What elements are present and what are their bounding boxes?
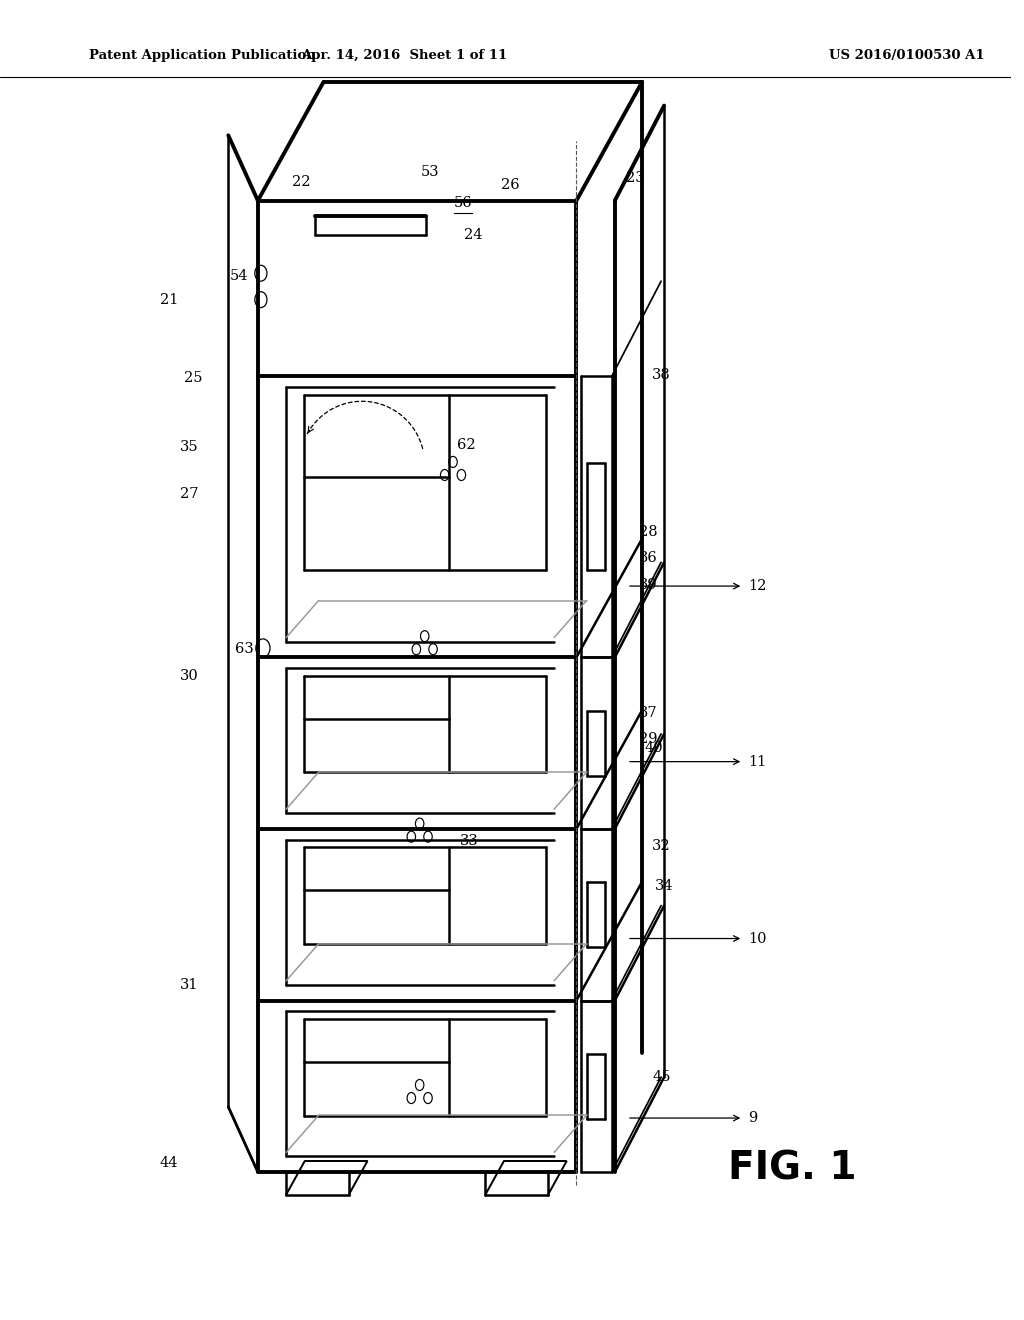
Text: 32: 32 <box>652 840 671 853</box>
Text: 22: 22 <box>292 176 310 189</box>
Text: 39: 39 <box>639 578 657 591</box>
Text: 54: 54 <box>229 269 248 282</box>
Text: 28: 28 <box>639 525 657 539</box>
Text: 25: 25 <box>183 371 203 384</box>
Text: 38: 38 <box>652 368 671 381</box>
Text: US 2016/0100530 A1: US 2016/0100530 A1 <box>829 49 985 62</box>
Text: Apr. 14, 2016  Sheet 1 of 11: Apr. 14, 2016 Sheet 1 of 11 <box>301 49 508 62</box>
Text: 33: 33 <box>460 834 479 847</box>
Text: 56: 56 <box>454 197 472 210</box>
Text: 40: 40 <box>644 742 663 755</box>
Text: 34: 34 <box>655 879 674 892</box>
Text: Patent Application Publication: Patent Application Publication <box>89 49 315 62</box>
Text: 23: 23 <box>626 172 644 185</box>
Text: 9: 9 <box>749 1111 758 1125</box>
Text: 62: 62 <box>457 438 476 451</box>
Text: 11: 11 <box>749 755 767 768</box>
Text: 21: 21 <box>160 293 178 306</box>
Text: 63: 63 <box>234 643 253 656</box>
Text: 36: 36 <box>639 552 657 565</box>
Text: 37: 37 <box>639 706 657 719</box>
Text: 35: 35 <box>179 441 199 454</box>
Text: 29: 29 <box>639 733 657 746</box>
Text: 53: 53 <box>421 165 439 178</box>
Text: 26: 26 <box>502 178 520 191</box>
Text: 30: 30 <box>179 669 199 682</box>
Text: 44: 44 <box>160 1156 178 1170</box>
Text: 31: 31 <box>179 978 199 991</box>
Text: 27: 27 <box>179 487 199 500</box>
Text: 10: 10 <box>749 932 767 945</box>
Text: 45: 45 <box>652 1071 671 1084</box>
Text: 12: 12 <box>749 579 767 593</box>
Text: 24: 24 <box>464 228 482 242</box>
Text: FIG. 1: FIG. 1 <box>728 1150 857 1188</box>
